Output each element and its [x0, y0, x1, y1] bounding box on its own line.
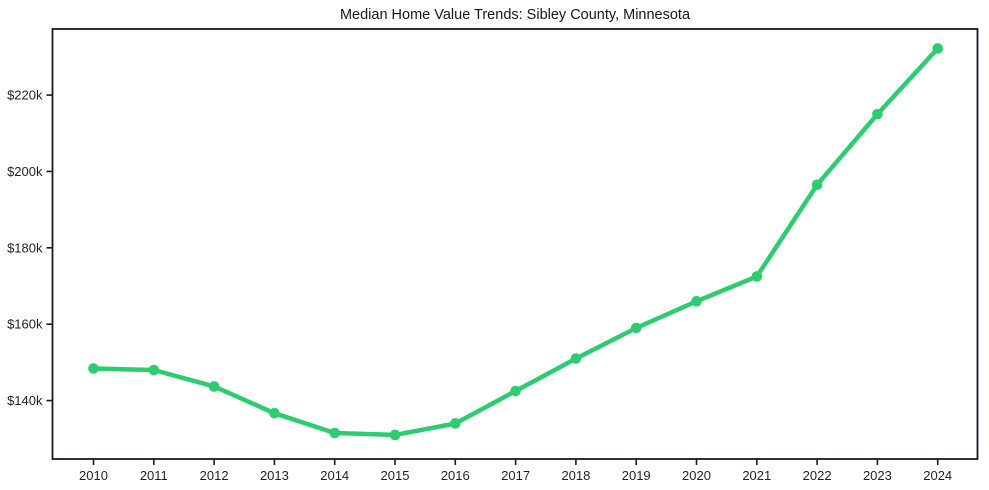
x-tick-label: 2020: [682, 468, 711, 483]
data-point-2012: [208, 381, 220, 392]
data-point-2014: [329, 427, 341, 439]
x-tick-label: 2015: [381, 468, 410, 483]
x-tick-label: 2010: [79, 468, 108, 483]
data-point-2019: [630, 322, 642, 334]
data-point-2018: [570, 353, 582, 364]
data-point-2024: [932, 43, 944, 54]
x-tick-label: 2017: [501, 468, 530, 483]
data-point-2011: [148, 364, 160, 376]
x-tick-label: 2023: [863, 468, 892, 483]
x-tick-label: 2011: [140, 468, 168, 483]
y-tick-label: $180k: [7, 240, 43, 255]
data-point-2022: [811, 179, 823, 191]
x-tick-label: 2022: [803, 468, 832, 483]
plot-border: [51, 28, 979, 460]
y-tick-label: $160k: [7, 317, 43, 332]
data-point-2020: [691, 295, 702, 307]
data-point-2015: [389, 429, 401, 441]
x-tick-label: 2016: [441, 468, 470, 483]
y-tick-label: $140k: [7, 393, 43, 408]
x-tick-label: 2012: [200, 468, 229, 483]
chart-title: Median Home Value Trends: Sibley County,…: [339, 7, 691, 23]
y-tick-label: $200k: [7, 164, 43, 179]
x-tick-label: 2024: [923, 468, 952, 483]
data-point-2016: [450, 418, 461, 429]
x-tick-label: 2013: [260, 468, 289, 483]
y-tick-label: $220k: [7, 88, 43, 103]
x-tick-label: 2019: [622, 468, 651, 483]
data-point-2010: [88, 363, 99, 374]
line-series: [91, 46, 940, 438]
x-tick-label: 2021: [742, 468, 771, 483]
data-point-2013: [269, 407, 280, 419]
data-point-2017: [510, 385, 521, 397]
x-tick-label: 2014: [320, 468, 349, 483]
data-point-2023: [872, 108, 883, 120]
x-tick-label: 2018: [561, 468, 590, 483]
data-point-2021: [751, 271, 763, 282]
